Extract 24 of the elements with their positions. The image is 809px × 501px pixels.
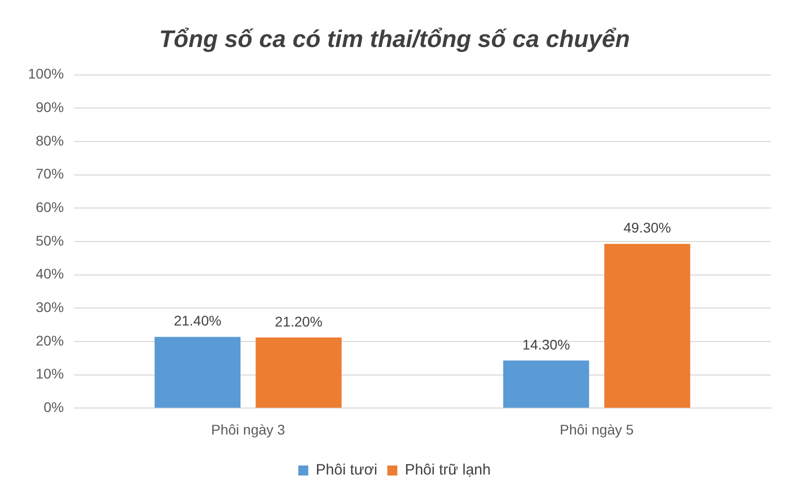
bar — [604, 244, 690, 408]
y-tick-label: 0% — [44, 399, 64, 416]
bar — [256, 338, 342, 408]
legend-label: Phôi trữ lạnh — [404, 462, 491, 479]
y-tick-label: 30% — [36, 299, 64, 316]
y-tick-label: 40% — [36, 266, 64, 282]
x-tick-label: Phôi ngày 5 — [560, 421, 634, 438]
legend-label: Phôi tươi — [316, 462, 378, 479]
data-label: 14.30% — [522, 336, 570, 352]
x-tick-label: Phôi ngày 3 — [211, 421, 286, 438]
y-tick-label: 10% — [36, 366, 64, 382]
data-label: 21.20% — [274, 313, 322, 330]
chart-title: Tổng số ca có tim thai/tổng số ca chuyển — [159, 26, 630, 54]
y-tick-label: 100% — [28, 66, 64, 82]
y-tick-label: 80% — [36, 132, 64, 148]
y-tick-label: 50% — [36, 232, 64, 248]
data-label: 21.40% — [174, 312, 222, 329]
y-tick-label: 90% — [36, 99, 64, 115]
y-tick-label: 60% — [36, 199, 64, 216]
bar — [503, 360, 590, 408]
y-tick-label: 20% — [36, 332, 64, 348]
y-tick-label: 70% — [36, 166, 64, 182]
bar — [154, 336, 241, 408]
data-label: 49.30% — [624, 220, 671, 236]
